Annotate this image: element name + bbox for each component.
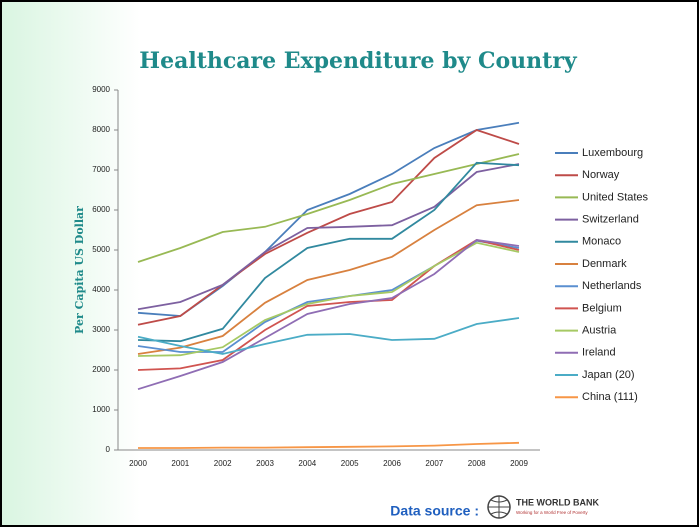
- x-tick-label: 2000: [129, 459, 147, 468]
- legend-label: Luxembourg: [582, 147, 643, 159]
- y-tick-label: 8000: [92, 125, 110, 134]
- series-line: [137, 239, 520, 391]
- chart-title: Healthcare Expenditure by Country: [139, 48, 578, 74]
- y-tick-label: 3000: [92, 325, 110, 334]
- x-tick-label: 2005: [341, 459, 359, 468]
- x-tick-label: 2001: [171, 459, 189, 468]
- y-tick-label: 2000: [92, 365, 110, 374]
- series-line: [137, 317, 520, 355]
- legend-label: Switzerland: [582, 214, 639, 226]
- logo-subtitle: Working for a World Free of Poverty: [516, 510, 588, 515]
- series-line: [138, 441, 520, 449]
- y-tick-label: 5000: [92, 245, 110, 254]
- series-line: [137, 129, 520, 326]
- y-tick-label: 4000: [92, 285, 110, 294]
- legend-label: Denmark: [582, 258, 627, 270]
- legend-label: Japan (20): [582, 369, 635, 381]
- x-tick-label: 2002: [214, 459, 232, 468]
- legend-label: Austria: [582, 325, 617, 337]
- series-line: [137, 239, 520, 371]
- series-line: [137, 153, 520, 263]
- legend-label: Belgium: [582, 302, 622, 314]
- x-tick-label: 2007: [425, 459, 443, 468]
- legend-label: Monaco: [582, 236, 621, 248]
- legend-label: Netherlands: [582, 280, 642, 292]
- y-axis-label: Per Capita US Dollar: [73, 206, 86, 334]
- series-line: [137, 163, 520, 311]
- legend-label: Norway: [582, 169, 620, 181]
- legend-label: China (111): [582, 391, 638, 403]
- x-tick-label: 2009: [510, 459, 528, 468]
- y-tick-label: 0: [106, 445, 111, 454]
- logo-title: THE WORLD BANK: [516, 497, 599, 507]
- source-label: Data source :: [390, 503, 479, 519]
- series-line: [137, 241, 520, 357]
- y-tick-label: 7000: [92, 165, 110, 174]
- logo-globe-lines: [488, 496, 510, 518]
- y-tick-label: 1000: [92, 405, 110, 414]
- x-tick-label: 2004: [298, 459, 316, 468]
- series-line: [137, 199, 520, 355]
- y-tick-label: 6000: [92, 205, 110, 214]
- legend-label: Ireland: [582, 347, 616, 359]
- series-line: [137, 161, 520, 343]
- x-tick-label: 2003: [256, 459, 274, 468]
- x-tick-label: 2008: [468, 459, 486, 468]
- x-tick-label: 2006: [383, 459, 401, 468]
- y-tick-label: 9000: [92, 85, 110, 94]
- legend-label: United States: [582, 191, 649, 203]
